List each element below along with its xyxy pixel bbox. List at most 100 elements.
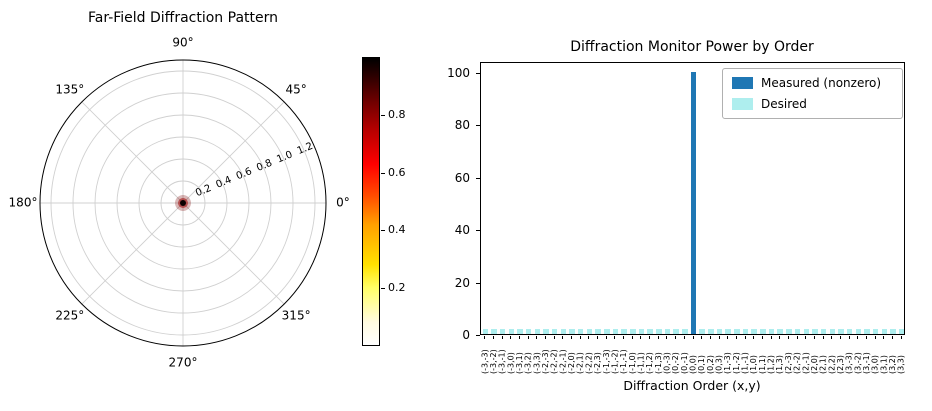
r-tick-label: 1.0 [275,149,294,165]
x-tick-label: (-3,1) [515,352,525,374]
x-tick [753,336,755,339]
x-tick [571,336,573,339]
x-tick [666,336,668,339]
r-tick-label: 0.8 [255,158,274,174]
x-tick [588,336,590,339]
x-tick [631,336,633,339]
bar-desired [499,328,506,334]
bar-desired [734,328,740,334]
x-tick-label: (-3,-3) [480,349,490,374]
x-tick-label: (2,-2) [792,352,802,374]
bar-desired [604,328,610,334]
x-tick [614,336,616,339]
x-tick [891,336,893,339]
y-tick [476,282,480,284]
x-tick [501,336,503,339]
r-tick-label: 0.6 [235,166,254,182]
legend-swatch-desired [732,98,753,110]
theta-tick-label: 180° [9,196,38,210]
bar-desired [638,328,645,334]
bar-desired [794,328,801,334]
bar-desired [803,328,809,334]
x-tick-label: (-2,2) [584,352,594,374]
legend-swatch-measured [732,77,753,89]
bar-desired [890,328,896,334]
bar-desired [881,328,888,334]
x-tick [579,336,581,339]
x-tick-label: (1,2) [766,355,776,374]
x-tick [562,336,564,339]
x-tick [796,336,798,339]
bar-desired [673,328,679,334]
x-tick [857,336,859,339]
x-tick-label: (-2,-2) [549,349,559,374]
bar-desired [864,328,870,334]
theta-tick-label: 45° [285,82,306,96]
x-tick [527,336,529,339]
x-tick [874,336,876,339]
bar-desired [716,328,723,334]
bar-desired [482,328,489,334]
colorbar-tick [381,288,385,290]
diffraction-spot-core [180,200,186,206]
y-tick [476,73,480,74]
bar-desired [708,328,714,334]
legend-item-desired: Desired [732,97,893,111]
x-tick [545,336,547,339]
x-tick-label: (-2,3) [593,352,603,374]
x-tick-label: (-2,-1) [558,349,568,374]
x-tick [649,336,651,339]
polar-chart-title: Far-Field Diffraction Pattern [87,10,279,26]
x-tick [657,336,659,339]
bar-desired [768,328,775,334]
bar-desired [855,328,862,334]
theta-tick-label: 315° [282,309,311,323]
bar-desired [820,328,827,334]
bar-desired [534,328,541,334]
x-tick-label: (-3,0) [506,352,516,374]
bar-desired [517,328,523,334]
bar-desired [664,328,671,334]
bar-desired [786,328,792,334]
y-tick-label: 20 [454,275,470,290]
y-tick-label: 100 [447,66,470,80]
bar-measured [690,72,697,334]
y-tick-label: 40 [454,223,470,238]
x-tick [597,336,599,339]
bar-desired [777,328,783,334]
y-tick-label: 60 [454,170,470,185]
x-tick-label: (3,-2) [853,352,863,374]
x-tick [623,336,625,339]
bar-desired [569,328,575,334]
x-tick-label: (3,-1) [861,352,871,374]
x-tick-label: (0,0) [688,355,698,374]
x-tick-label: (1,-2) [731,352,741,374]
bar-desired [829,328,836,334]
legend-label-measured: Measured (nonzero) [761,76,882,90]
x-tick-label: (0,1) [697,355,707,374]
x-tick-label: (2,-3) [783,352,793,374]
bar-x-axis-label: Diffraction Order (x,y) [623,378,761,393]
x-tick [683,336,685,339]
x-tick-label: (3,1) [879,355,889,374]
x-tick [553,336,555,339]
bar-desired [760,328,766,334]
x-tick [675,336,677,339]
bar-desired [551,328,558,334]
x-tick [709,336,711,339]
x-tick-label: (-1,3) [653,352,663,374]
x-tick-label: (-2,0) [567,352,577,374]
x-tick-label: (3,2) [887,355,897,374]
x-tick [865,336,867,339]
x-tick-label: (2,3) [835,355,845,374]
x-tick [839,336,841,339]
x-tick-label: (0,2) [705,355,715,374]
y-tick-label: 0 [462,328,470,342]
colorbar [362,57,380,346]
theta-tick-label: 90° [172,36,193,50]
bar-desired [699,328,705,334]
bar-desired [560,328,567,334]
bar-desired [872,328,879,334]
legend-label-desired: Desired [761,97,807,111]
